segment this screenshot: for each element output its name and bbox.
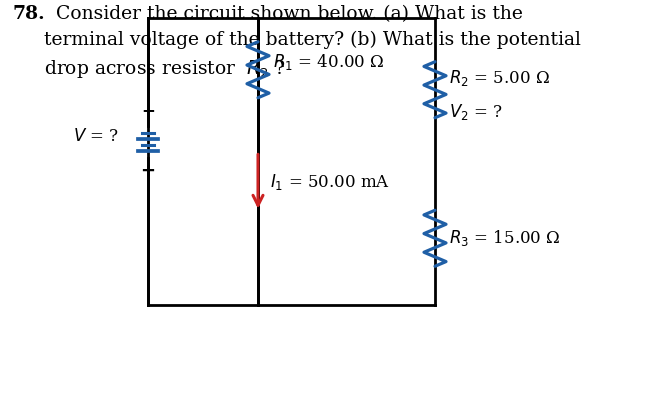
Text: $I_1$ = 50.00 mA: $I_1$ = 50.00 mA <box>270 171 390 191</box>
Text: $R_1$ = 40.00 Ω: $R_1$ = 40.00 Ω <box>273 52 384 72</box>
Text: $R_2$ = 5.00 Ω: $R_2$ = 5.00 Ω <box>449 68 550 88</box>
Text: +: + <box>141 161 156 179</box>
Text: $R_3$ = 15.00 Ω: $R_3$ = 15.00 Ω <box>449 228 561 248</box>
Text: 78.: 78. <box>12 5 45 23</box>
Text: Consider the circuit shown below. (a) What is the
terminal voltage of the batter: Consider the circuit shown below. (a) Wh… <box>44 5 581 80</box>
Text: −: − <box>141 102 155 120</box>
Text: $V_2$ = ?: $V_2$ = ? <box>449 102 503 122</box>
Text: $V$ = ?: $V$ = ? <box>73 128 119 145</box>
